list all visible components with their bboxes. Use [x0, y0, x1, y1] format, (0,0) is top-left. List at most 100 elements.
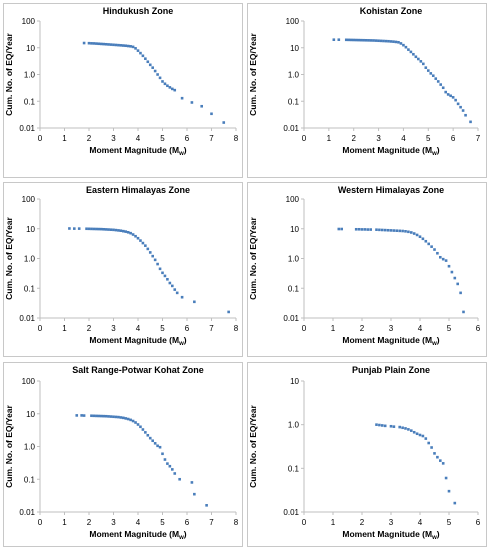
data-point [363, 228, 367, 231]
x-tick-label: 4 [136, 518, 141, 527]
chart-panel-border [247, 3, 487, 178]
data-point [412, 430, 416, 434]
data-point [171, 468, 174, 471]
data-point [163, 458, 167, 461]
y-tick-label: 10 [26, 44, 35, 53]
data-series [337, 227, 465, 314]
data-point [441, 86, 445, 90]
y-tick-label: 0.1 [24, 284, 36, 293]
x-axis-title-subscript: w [178, 151, 184, 157]
data-point [398, 425, 401, 429]
x-tick-label: 1 [331, 324, 336, 333]
data-point [178, 477, 181, 481]
y-tick-label: 0.1 [24, 475, 36, 484]
chart-panel-border [3, 3, 243, 178]
y-tick-label: 100 [22, 195, 36, 204]
data-point [124, 417, 128, 420]
data-point [193, 492, 196, 496]
data-point [456, 102, 460, 106]
data-point [134, 421, 137, 424]
data-point [173, 472, 177, 475]
data-point [90, 414, 93, 418]
data-point [389, 229, 393, 232]
data-point [421, 237, 425, 241]
x-tick-label: 5 [426, 134, 431, 143]
data-point [190, 101, 194, 104]
data-point [168, 86, 172, 89]
data-point [95, 414, 98, 418]
data-point [161, 80, 164, 83]
y-tick-label: 10 [290, 44, 299, 53]
x-tick-label: 5 [447, 324, 452, 333]
x-tick-label: 6 [185, 134, 190, 143]
data-point [344, 38, 348, 42]
data-point [444, 476, 448, 480]
data-point [99, 42, 103, 46]
x-tick-label: 7 [476, 134, 481, 143]
chart-3: Eastern Himalayas Zone 0.01 0.1 1.0 10 100 0 1 2… [3, 182, 243, 357]
data-point [354, 38, 358, 42]
data-point [464, 113, 467, 117]
data-point [337, 38, 341, 41]
data-point [222, 121, 226, 124]
data-point [148, 251, 152, 254]
data-point [427, 441, 430, 445]
x-tick-label: 4 [136, 324, 141, 333]
data-point [446, 93, 450, 96]
data-point [430, 446, 433, 449]
data-point [112, 228, 115, 232]
x-axis-title-close: ) [184, 529, 187, 539]
data-point [387, 39, 390, 43]
data-point [424, 66, 428, 69]
data-point [193, 300, 196, 304]
data-point [444, 90, 447, 94]
data-point [90, 227, 93, 231]
data-point [404, 427, 407, 430]
data-point [146, 247, 150, 251]
x-tick-label: 5 [160, 134, 165, 143]
data-point [134, 234, 137, 238]
data-point [392, 425, 396, 428]
x-tick-label: 5 [160, 518, 165, 527]
x-tick-label: 0 [38, 518, 43, 527]
x-tick-label: 2 [360, 518, 365, 527]
x-axis-title-text: Moment Magnitude (M [89, 145, 179, 155]
x-tick-label: 7 [209, 134, 214, 143]
x-tick-label: 6 [476, 324, 481, 333]
data-point [95, 42, 98, 45]
y-tick-label: 100 [286, 17, 300, 26]
chart-panel-border [3, 362, 243, 547]
y-tick-label: 10 [290, 377, 299, 386]
data-point [99, 414, 103, 418]
data-point [436, 455, 439, 459]
data-point [422, 62, 425, 66]
data-point [168, 281, 172, 285]
y-axis-title: Cum. No. of EQ/Year [4, 32, 14, 115]
x-axis-title-text: Moment Magnitude (M [89, 529, 179, 539]
data-point [378, 423, 381, 427]
y-tick-label: 1.0 [288, 71, 300, 80]
data-point [136, 423, 140, 426]
data-point [352, 38, 356, 42]
data-point [131, 419, 135, 423]
data-point [144, 57, 147, 60]
data-point [119, 44, 123, 47]
data-point [383, 424, 387, 428]
data-point [404, 45, 408, 49]
data-point [153, 258, 157, 262]
data-point [117, 43, 120, 47]
data-point [389, 40, 393, 43]
data-series [375, 423, 457, 505]
data-point [136, 236, 140, 240]
data-point [173, 88, 177, 92]
chart-title: Punjab Plain Zone [352, 365, 430, 375]
data-point [180, 96, 184, 100]
chart-panel-border [3, 182, 243, 357]
data-point [459, 105, 462, 109]
data-point [399, 42, 403, 45]
data-point [102, 42, 105, 46]
data-point [401, 426, 404, 430]
y-tick-label: 0.01 [283, 508, 299, 517]
data-point [73, 227, 76, 230]
data-point [332, 38, 336, 41]
